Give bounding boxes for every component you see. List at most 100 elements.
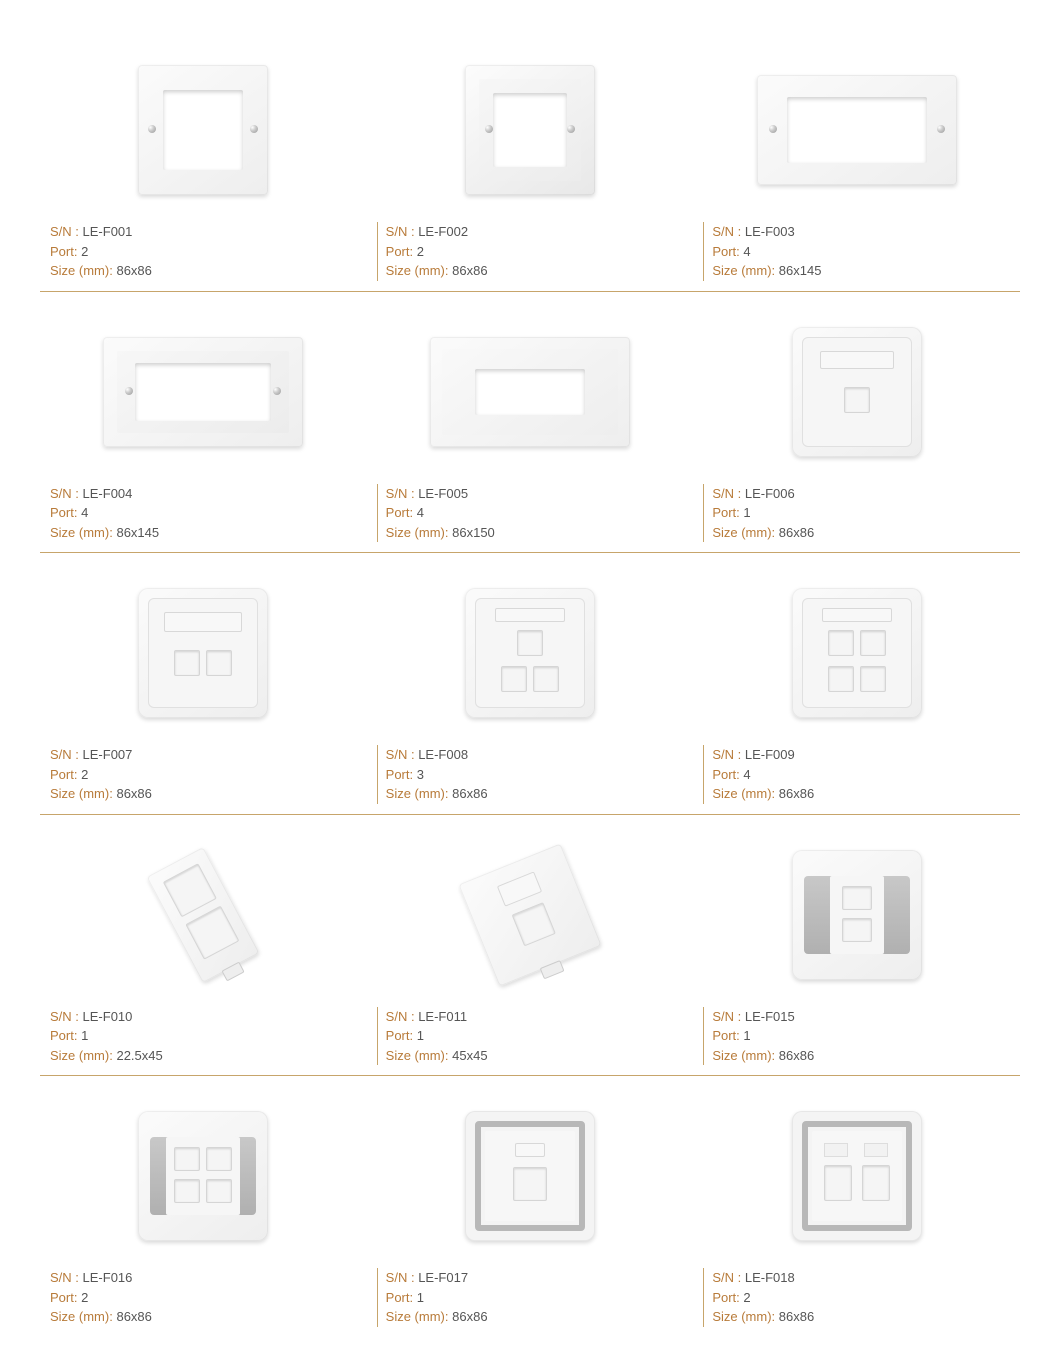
product-card: S/N : LE-F007 Port: 2 Size (mm): 86x86 bbox=[40, 552, 367, 814]
port-value: 4 bbox=[743, 244, 750, 259]
sn-value: LE-F005 bbox=[418, 486, 468, 501]
product-card: S/N : LE-F003 Port: 4 Size (mm): 86x145 bbox=[693, 30, 1020, 291]
product-image bbox=[50, 312, 357, 472]
sn-value: LE-F018 bbox=[745, 1270, 795, 1285]
port-label: Port: bbox=[712, 1028, 739, 1043]
sn-label: S/N : bbox=[712, 747, 741, 762]
size-value: 22.5x45 bbox=[116, 1048, 162, 1063]
size-label: Size (mm): bbox=[50, 1309, 113, 1324]
port-value: 1 bbox=[417, 1290, 424, 1305]
sn-value: LE-F010 bbox=[83, 1009, 133, 1024]
product-card: S/N : LE-F017 Port: 1 Size (mm): 86x86 bbox=[367, 1075, 694, 1337]
sn-label: S/N : bbox=[386, 486, 415, 501]
size-value: 86x86 bbox=[779, 1309, 814, 1324]
product-image bbox=[377, 573, 684, 733]
sn-value: LE-F009 bbox=[745, 747, 795, 762]
port-value: 2 bbox=[743, 1290, 750, 1305]
product-card: S/N : LE-F009 Port: 4 Size (mm): 86x86 bbox=[693, 552, 1020, 814]
product-image bbox=[377, 312, 684, 472]
port-value: 3 bbox=[417, 767, 424, 782]
port-label: Port: bbox=[386, 1290, 413, 1305]
sn-label: S/N : bbox=[386, 1270, 415, 1285]
port-label: Port: bbox=[712, 767, 739, 782]
product-card: S/N : LE-F016 Port: 2 Size (mm): 86x86 bbox=[40, 1075, 367, 1337]
product-image bbox=[703, 573, 1010, 733]
port-label: Port: bbox=[50, 1028, 77, 1043]
product-card: S/N : LE-F002 Port: 2 Size (mm): 86x86 bbox=[367, 30, 694, 291]
sn-value: LE-F011 bbox=[418, 1009, 467, 1024]
port-value: 2 bbox=[81, 767, 88, 782]
size-value: 86x86 bbox=[779, 1048, 814, 1063]
size-label: Size (mm): bbox=[50, 263, 113, 278]
product-image bbox=[377, 835, 684, 995]
sn-value: LE-F007 bbox=[83, 747, 133, 762]
sn-label: S/N : bbox=[712, 486, 741, 501]
product-info: S/N : LE-F006 Port: 1 Size (mm): 86x86 bbox=[703, 484, 1010, 543]
sn-label: S/N : bbox=[50, 747, 79, 762]
sn-label: S/N : bbox=[386, 224, 415, 239]
product-info: S/N : LE-F016 Port: 2 Size (mm): 86x86 bbox=[50, 1268, 357, 1327]
port-label: Port: bbox=[386, 244, 413, 259]
sn-value: LE-F001 bbox=[83, 224, 133, 239]
port-label: Port: bbox=[50, 505, 77, 520]
size-value: 86x86 bbox=[116, 263, 151, 278]
product-info: S/N : LE-F001 Port: 2 Size (mm): 86x86 bbox=[50, 222, 357, 281]
product-card: S/N : LE-F004 Port: 4 Size (mm): 86x145 bbox=[40, 291, 367, 553]
size-label: Size (mm): bbox=[712, 786, 775, 801]
product-image bbox=[703, 835, 1010, 995]
size-value: 86x150 bbox=[452, 525, 495, 540]
port-value: 1 bbox=[417, 1028, 424, 1043]
sn-label: S/N : bbox=[712, 224, 741, 239]
sn-label: S/N : bbox=[386, 1009, 415, 1024]
size-label: Size (mm): bbox=[386, 525, 449, 540]
port-value: 2 bbox=[81, 1290, 88, 1305]
size-label: Size (mm): bbox=[386, 263, 449, 278]
size-value: 86x86 bbox=[452, 1309, 487, 1324]
sn-value: LE-F003 bbox=[745, 224, 795, 239]
sn-value: LE-F016 bbox=[83, 1270, 133, 1285]
product-info: S/N : LE-F002 Port: 2 Size (mm): 86x86 bbox=[377, 222, 684, 281]
port-label: Port: bbox=[50, 244, 77, 259]
size-label: Size (mm): bbox=[712, 1048, 775, 1063]
product-info: S/N : LE-F017 Port: 1 Size (mm): 86x86 bbox=[377, 1268, 684, 1327]
product-image bbox=[50, 1096, 357, 1256]
sn-value: LE-F006 bbox=[745, 486, 795, 501]
size-value: 86x86 bbox=[452, 786, 487, 801]
product-image bbox=[703, 50, 1010, 210]
product-info: S/N : LE-F003 Port: 4 Size (mm): 86x145 bbox=[703, 222, 1010, 281]
product-card: S/N : LE-F018 Port: 2 Size (mm): 86x86 bbox=[693, 1075, 1020, 1337]
size-value: 86x86 bbox=[116, 1309, 151, 1324]
product-info: S/N : LE-F005 Port: 4 Size (mm): 86x150 bbox=[377, 484, 684, 543]
size-label: Size (mm): bbox=[386, 786, 449, 801]
size-label: Size (mm): bbox=[712, 1309, 775, 1324]
product-info: S/N : LE-F008 Port: 3 Size (mm): 86x86 bbox=[377, 745, 684, 804]
size-value: 86x86 bbox=[452, 263, 487, 278]
size-label: Size (mm): bbox=[50, 1048, 113, 1063]
product-image bbox=[703, 1096, 1010, 1256]
port-label: Port: bbox=[386, 505, 413, 520]
product-image bbox=[377, 50, 684, 210]
sn-label: S/N : bbox=[50, 1270, 79, 1285]
size-label: Size (mm): bbox=[712, 263, 775, 278]
size-label: Size (mm): bbox=[50, 786, 113, 801]
sn-label: S/N : bbox=[50, 224, 79, 239]
size-value: 86x86 bbox=[779, 786, 814, 801]
product-card: S/N : LE-F001 Port: 2 Size (mm): 86x86 bbox=[40, 30, 367, 291]
size-value: 86x86 bbox=[779, 525, 814, 540]
port-label: Port: bbox=[386, 767, 413, 782]
product-image bbox=[50, 835, 357, 995]
size-value: 86x86 bbox=[116, 786, 151, 801]
product-card: S/N : LE-F015 Port: 1 Size (mm): 86x86 bbox=[693, 814, 1020, 1076]
product-card: S/N : LE-F006 Port: 1 Size (mm): 86x86 bbox=[693, 291, 1020, 553]
product-info: S/N : LE-F018 Port: 2 Size (mm): 86x86 bbox=[703, 1268, 1010, 1327]
port-value: 2 bbox=[81, 244, 88, 259]
product-info: S/N : LE-F004 Port: 4 Size (mm): 86x145 bbox=[50, 484, 357, 543]
product-info: S/N : LE-F015 Port: 1 Size (mm): 86x86 bbox=[703, 1007, 1010, 1066]
port-value: 4 bbox=[417, 505, 424, 520]
product-info: S/N : LE-F010 Port: 1 Size (mm): 22.5x45 bbox=[50, 1007, 357, 1066]
port-label: Port: bbox=[50, 767, 77, 782]
sn-label: S/N : bbox=[50, 1009, 79, 1024]
product-card: S/N : LE-F010 Port: 1 Size (mm): 22.5x45 bbox=[40, 814, 367, 1076]
product-image bbox=[703, 312, 1010, 472]
product-info: S/N : LE-F007 Port: 2 Size (mm): 86x86 bbox=[50, 745, 357, 804]
